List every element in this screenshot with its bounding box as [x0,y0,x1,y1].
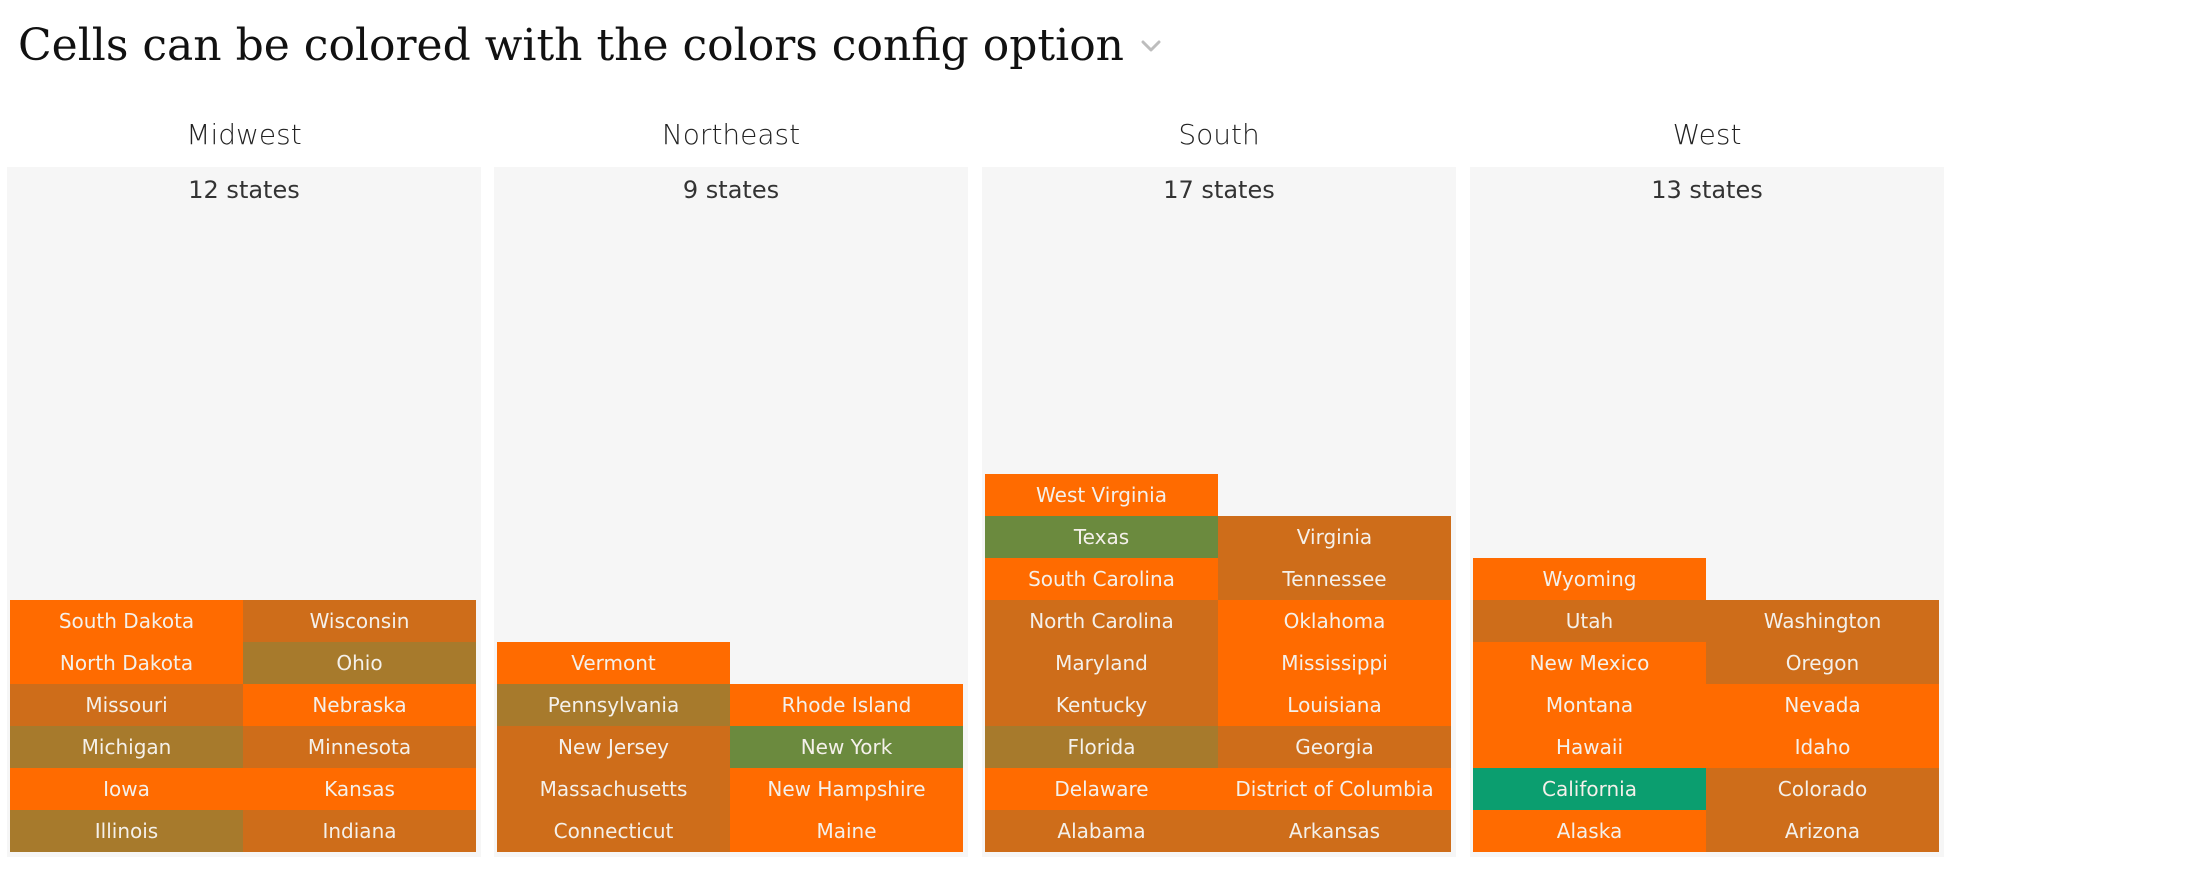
waffle-cell[interactable]: Colorado [1706,768,1939,810]
waffle-cell[interactable]: Massachusetts [497,768,730,810]
chevron-down-icon[interactable] [1138,33,1164,59]
waffle-cell[interactable]: Delaware [985,768,1218,810]
chart-title-row: Cells can be colored with the colors con… [18,20,1164,71]
waffle-cell[interactable]: Ohio [243,642,476,684]
waffle-cell[interactable]: Arizona [1706,810,1939,852]
group-title-midwest: Midwest [186,118,302,151]
waffle-cell[interactable]: Utah [1473,600,1706,642]
group-panel-south: 17 states Alabama Delaware Florida Kentucky M… [982,167,1456,857]
waffle-cell[interactable]: Connecticut [497,810,730,852]
waffle-cell[interactable]: Wisconsin [243,600,476,642]
waffle-cell[interactable]: Nebraska [243,684,476,726]
waffle-cell[interactable]: Mississippi [1218,642,1451,684]
group-title-west: West [1672,118,1742,151]
group-count-label: 13 states [1651,176,1763,204]
waffle-cell[interactable]: Tennessee [1218,558,1451,600]
waffle-cell[interactable]: Minnesota [243,726,476,768]
waffle-cell[interactable]: New Hampshire [730,768,963,810]
waffle-cell[interactable]: Texas [985,516,1218,558]
group-count-label: 12 states [188,176,300,204]
waffle-cell[interactable]: Louisiana [1218,684,1451,726]
waffle-cell[interactable]: New Mexico [1473,642,1706,684]
waffle-cell[interactable]: Alaska [1473,810,1706,852]
waffle-cell[interactable]: Hawaii [1473,726,1706,768]
group-count-label: 17 states [1163,176,1275,204]
waffle-cell[interactable]: South Dakota [10,600,243,642]
waffle-cell[interactable]: Idaho [1706,726,1939,768]
waffle-cell[interactable]: Kansas [243,768,476,810]
waffle-cell[interactable]: Illinois [10,810,243,852]
group-title-northeast: Northeast [661,118,801,151]
group-title-south: South [1178,118,1260,151]
waffle-cell[interactable]: West Virginia [985,474,1218,516]
waffle-cell[interactable]: Vermont [497,642,730,684]
waffle-cell[interactable]: North Dakota [10,642,243,684]
waffle-cell[interactable]: South Carolina [985,558,1218,600]
waffle-cell[interactable]: Virginia [1218,516,1451,558]
group-count-label: 9 states [682,176,780,204]
waffle-cell[interactable]: New York [730,726,963,768]
waffle-cell[interactable]: Kentucky [985,684,1218,726]
waffle-cell[interactable]: Arkansas [1218,810,1451,852]
waffle-cell[interactable]: Indiana [243,810,476,852]
waffle-cell[interactable]: Montana [1473,684,1706,726]
waffle-cell[interactable]: California [1473,768,1706,810]
waffle-cell[interactable]: Oregon [1706,642,1939,684]
waffle-cell[interactable]: Missouri [10,684,243,726]
waffle-cell[interactable]: Wyoming [1473,558,1706,600]
waffle-cell[interactable]: Rhode Island [730,684,963,726]
waffle-cell[interactable]: North Carolina [985,600,1218,642]
waffle-cell[interactable]: Oklahoma [1218,600,1451,642]
group-panel-northeast: 9 states Connecticut Massachusetts New Jers… [494,167,968,857]
waffle-cell[interactable]: Maine [730,810,963,852]
chart-title: Cells can be colored with the colors con… [18,20,1125,71]
waffle-cell[interactable]: Maryland [985,642,1218,684]
group-panel-midwest: 12 states Illinois Iowa Michigan Missouri Nor… [7,167,481,857]
waffle-cell[interactable]: New Jersey [497,726,730,768]
waffle-cell[interactable]: Florida [985,726,1218,768]
waffle-cell[interactable]: Georgia [1218,726,1451,768]
waffle-cell[interactable]: Michigan [10,726,243,768]
waffle-cell[interactable]: District of Columbia [1218,768,1451,810]
waffle-cell[interactable]: Pennsylvania [497,684,730,726]
waffle-cell[interactable]: Alabama [985,810,1218,852]
waffle-cell[interactable]: Nevada [1706,684,1939,726]
waffle-cell[interactable]: Washington [1706,600,1939,642]
group-panel-west: 13 states Alaska California Hawaii Montana Ne… [1470,167,1944,857]
waffle-cell[interactable]: Iowa [10,768,243,810]
